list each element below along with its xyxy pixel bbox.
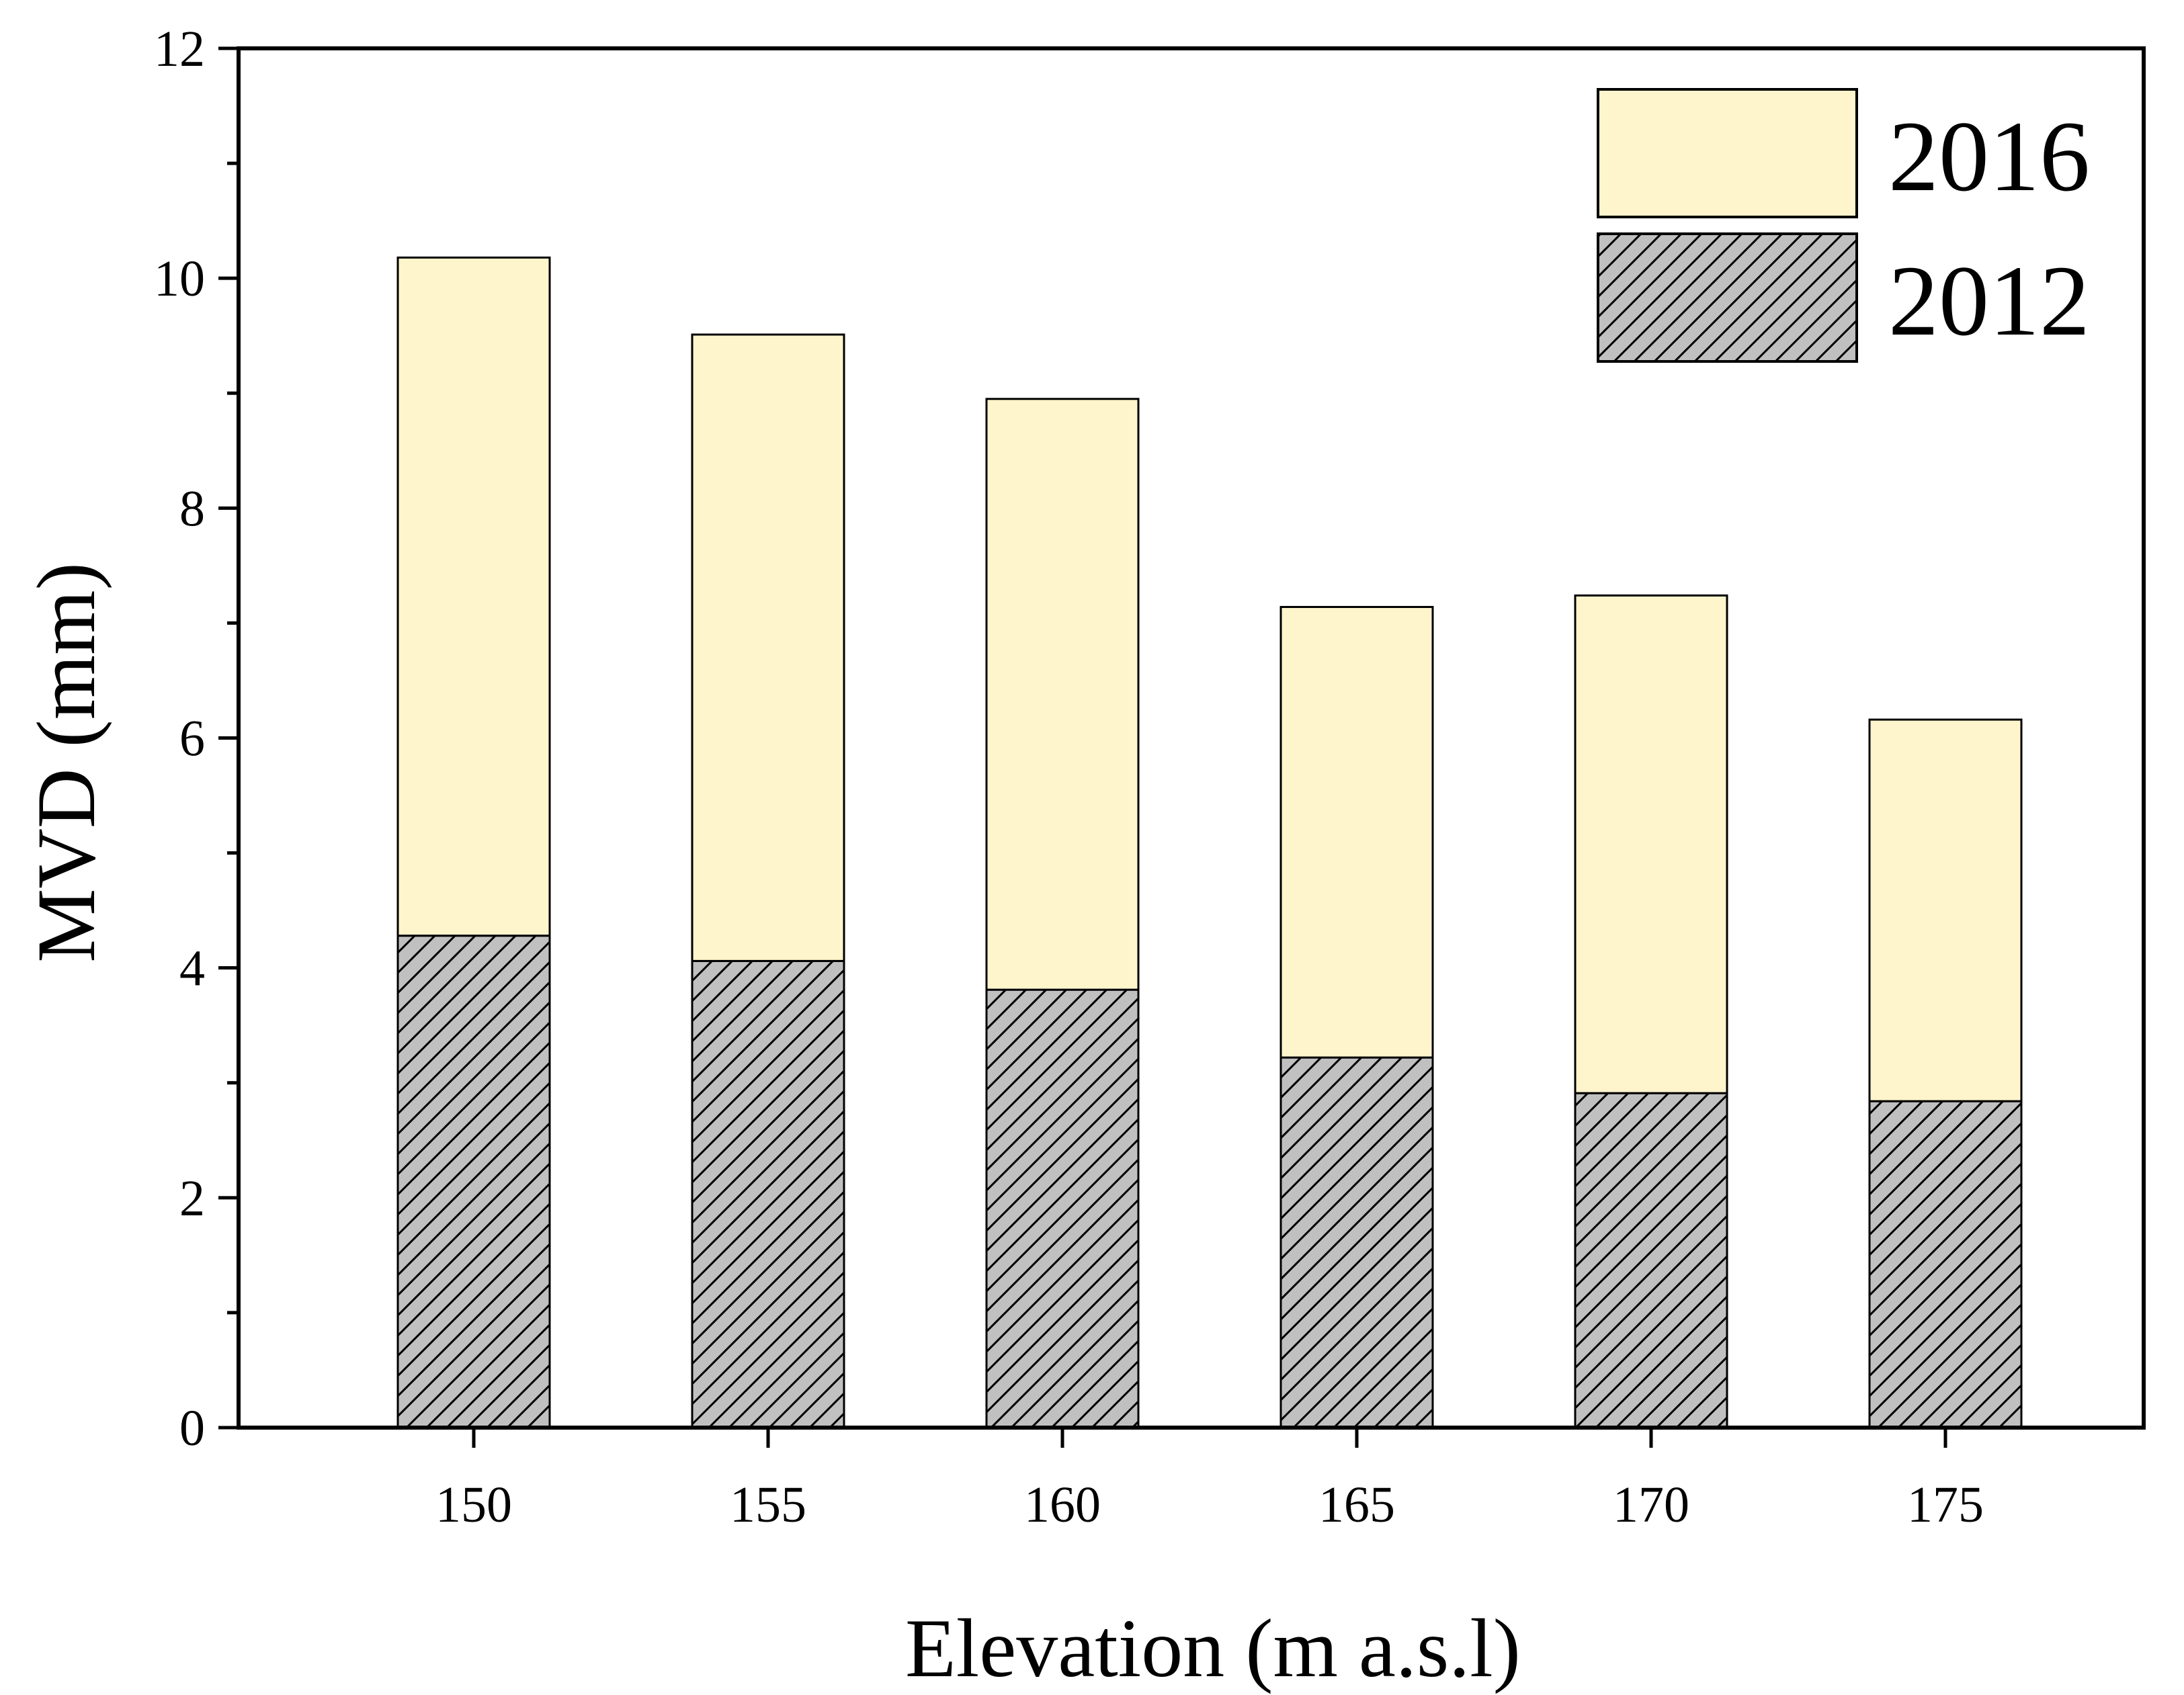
- y-tick-label: 6: [179, 711, 205, 767]
- legend: 2016 2012: [1597, 88, 2090, 363]
- legend-label-2012: 2012: [1888, 245, 2090, 357]
- bar-2016-165: [1279, 605, 1434, 1059]
- x-tick-label: 155: [730, 1477, 806, 1533]
- x-tick-label: 170: [1613, 1477, 1689, 1533]
- x-tick-label: 165: [1318, 1477, 1395, 1533]
- x-axis-title: Elevation (m a.s.l): [905, 1602, 1521, 1694]
- x-tick-label: 175: [1907, 1477, 1984, 1533]
- bar-2012-170: [1574, 1092, 1728, 1429]
- bar-2012-175: [1868, 1100, 2023, 1429]
- bar-2012-150: [396, 935, 551, 1429]
- y-tick-label: 0: [179, 1400, 205, 1457]
- y-tick-label: 4: [179, 941, 205, 997]
- bar-2016-150: [396, 256, 551, 937]
- y-tick-label: 12: [154, 21, 205, 77]
- bar-2012-155: [691, 959, 845, 1429]
- legend-swatch-2012: [1597, 232, 1858, 363]
- y-tick-label: 10: [154, 251, 205, 307]
- bar-2016-155: [691, 333, 845, 962]
- bar-2016-170: [1574, 594, 1728, 1094]
- y-axis-title: MVD (mm): [20, 562, 112, 963]
- y-tick-label: 2: [179, 1170, 205, 1227]
- x-tick-label: 160: [1024, 1477, 1101, 1533]
- bar-2016-160: [985, 398, 1140, 991]
- bar-2016-175: [1868, 718, 2023, 1102]
- y-tick-label: 8: [179, 480, 205, 537]
- bar-2012-160: [985, 988, 1140, 1429]
- bar-2012-165: [1279, 1056, 1434, 1429]
- axes-layer: 0 2 4 6 8 10 12 150 155 160 165 170 175: [154, 21, 2146, 1533]
- legend-swatch-2016: [1597, 88, 1858, 218]
- x-tick-label: 150: [435, 1477, 512, 1533]
- legend-label-2016: 2016: [1888, 101, 2090, 212]
- bars-layer: [396, 256, 2023, 1429]
